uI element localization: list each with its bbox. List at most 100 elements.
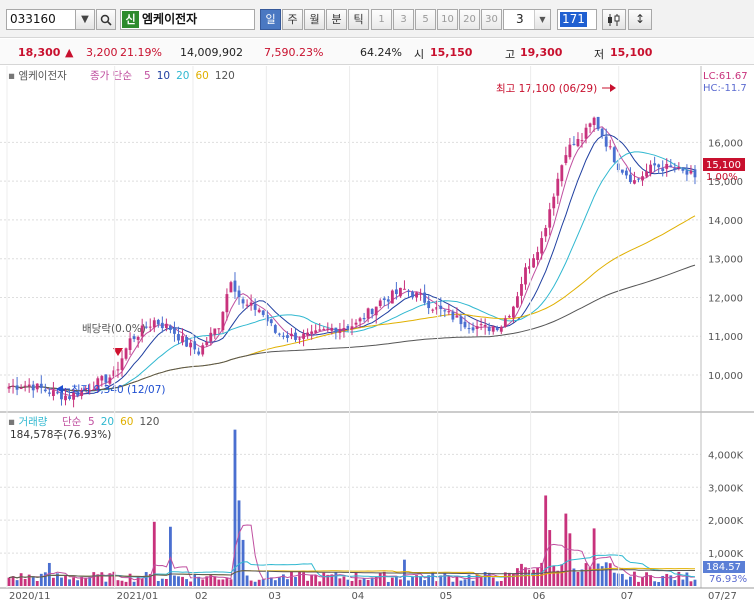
- volume-bar: [249, 580, 253, 586]
- price-ma-period-20[interactable]: 20: [176, 70, 189, 82]
- volume-ma-periods[interactable]: 5 20 60 120: [88, 416, 159, 428]
- period-button-4[interactable]: 틱: [348, 9, 369, 30]
- price-y-tick: 14,000: [708, 216, 743, 227]
- price-ma-label[interactable]: 종가 단순: [90, 70, 132, 82]
- candle-body: [608, 146, 612, 148]
- count-input[interactable]: 171: [557, 9, 597, 30]
- volume-bar: [459, 580, 463, 586]
- volume-bar: [221, 579, 225, 586]
- volume-bar: [286, 579, 289, 586]
- period-button-0[interactable]: 일: [260, 9, 281, 30]
- price-panel-title[interactable]: ▪ 엠케이전자: [8, 70, 67, 82]
- minute-unit-button-5[interactable]: 5: [415, 9, 436, 30]
- volume-bar: [556, 570, 560, 586]
- stock-code-input[interactable]: 033160: [6, 9, 76, 30]
- price-ma-period-10[interactable]: 10: [157, 70, 170, 82]
- stock-name-field[interactable]: 신 엠케이전자: [120, 9, 255, 30]
- candle-body: [528, 266, 531, 270]
- vertical-scale-button[interactable]: ↕: [628, 9, 652, 30]
- volume-ma-period-20[interactable]: 20: [101, 416, 114, 428]
- chevron-down-icon[interactable]: ▼: [534, 10, 550, 29]
- price-ma-period-5[interactable]: 5: [144, 70, 151, 82]
- volume-ma-period-5[interactable]: 5: [88, 416, 95, 428]
- volume-y-tick: 3,000K: [708, 483, 744, 494]
- candle-body: [273, 325, 277, 333]
- price-ma-periods[interactable]: 5 10 20 60 120: [144, 70, 235, 82]
- minute-unit-button-3[interactable]: 3: [393, 9, 414, 30]
- price-y-tick: 15,000: [708, 177, 743, 188]
- volume-bar: [338, 578, 342, 586]
- chart-area[interactable]: ▪ 엠케이전자 종가 단순 5 10 20 60 120 LC:61.67 HC:-11…: [0, 66, 754, 603]
- volume-bar: [600, 566, 604, 586]
- minute-unit-button-20[interactable]: 20: [459, 9, 480, 30]
- candle-body: [334, 327, 338, 333]
- volume-bar: [415, 575, 418, 586]
- volume-bar: [277, 577, 281, 586]
- candle-body: [221, 311, 225, 331]
- volume-bar: [411, 577, 414, 586]
- candle-body: [532, 258, 535, 268]
- candle-body: [265, 314, 269, 322]
- volume-bar: [120, 580, 124, 586]
- legend-dot-icon: ▪: [8, 416, 18, 428]
- volume-bar: [661, 575, 665, 586]
- price-ma-period-60[interactable]: 60: [195, 70, 208, 82]
- volume-bar: [152, 521, 156, 586]
- volume-bar: [378, 572, 382, 586]
- volume-bar: [471, 580, 475, 586]
- volume-bar: [511, 573, 515, 586]
- volume-bar: [358, 579, 362, 586]
- volume-bar: [479, 576, 483, 586]
- vertical-arrows-icon: ↕: [634, 12, 646, 26]
- volume-bar: [7, 577, 11, 586]
- minute-unit-button-1[interactable]: 1: [371, 9, 392, 30]
- volume-bar: [148, 574, 152, 586]
- candle-body: [620, 169, 624, 173]
- volume-bar: [294, 577, 297, 586]
- candle-body: [552, 196, 556, 209]
- period-button-2[interactable]: 월: [304, 9, 325, 30]
- volume-bar: [27, 574, 31, 586]
- candle-body: [338, 328, 342, 333]
- candle-body: [471, 327, 475, 331]
- volume-bar: [633, 571, 636, 586]
- candle-body: [261, 310, 265, 315]
- candle-body: [540, 238, 544, 254]
- volume-bar: [584, 563, 588, 586]
- price-ma-period-120[interactable]: 120: [215, 70, 235, 82]
- candle-body: [390, 290, 394, 304]
- candle-body: [580, 140, 584, 142]
- candle-body: [483, 325, 487, 327]
- code-dropdown-button[interactable]: ▼: [75, 9, 95, 30]
- minute-unit-button-30[interactable]: 30: [481, 9, 502, 30]
- volume-bar: [334, 572, 338, 586]
- candle-body: [451, 311, 455, 320]
- volume-bar: [68, 579, 71, 586]
- candle-body: [399, 287, 402, 297]
- volume-bar: [503, 572, 507, 586]
- candle-body: [358, 318, 362, 322]
- unit-select[interactable]: 3 ▼: [503, 9, 551, 30]
- volume-panel-title[interactable]: ▪ 거래량: [8, 416, 48, 428]
- volume-ma-label[interactable]: 단순: [62, 416, 82, 428]
- candle-type-button[interactable]: [602, 9, 626, 30]
- period-button-3[interactable]: 분: [326, 9, 347, 30]
- candle-body: [116, 369, 120, 371]
- volume-ma-period-60[interactable]: 60: [120, 416, 133, 428]
- candle-body: [233, 280, 237, 292]
- stock-chart[interactable]: ▪ 엠케이전자 종가 단순 5 10 20 60 120 LC:61.67 HC:-11…: [0, 66, 754, 603]
- candle-body: [104, 374, 108, 383]
- volume-bar: [189, 581, 193, 586]
- search-button[interactable]: [96, 9, 116, 30]
- period-button-1[interactable]: 주: [282, 9, 303, 30]
- volume-bar: [96, 574, 100, 586]
- volume-ma-period-120[interactable]: 120: [139, 416, 159, 428]
- change-rate: 21.19%: [120, 46, 162, 59]
- candle-body: [96, 378, 100, 390]
- volume-bar: [689, 581, 693, 586]
- minute-unit-button-10[interactable]: 10: [437, 9, 458, 30]
- volume-bar: [624, 579, 628, 586]
- stock-name-text: 엠케이전자: [142, 12, 198, 26]
- volume-bar: [269, 577, 273, 586]
- candle-body: [475, 326, 479, 329]
